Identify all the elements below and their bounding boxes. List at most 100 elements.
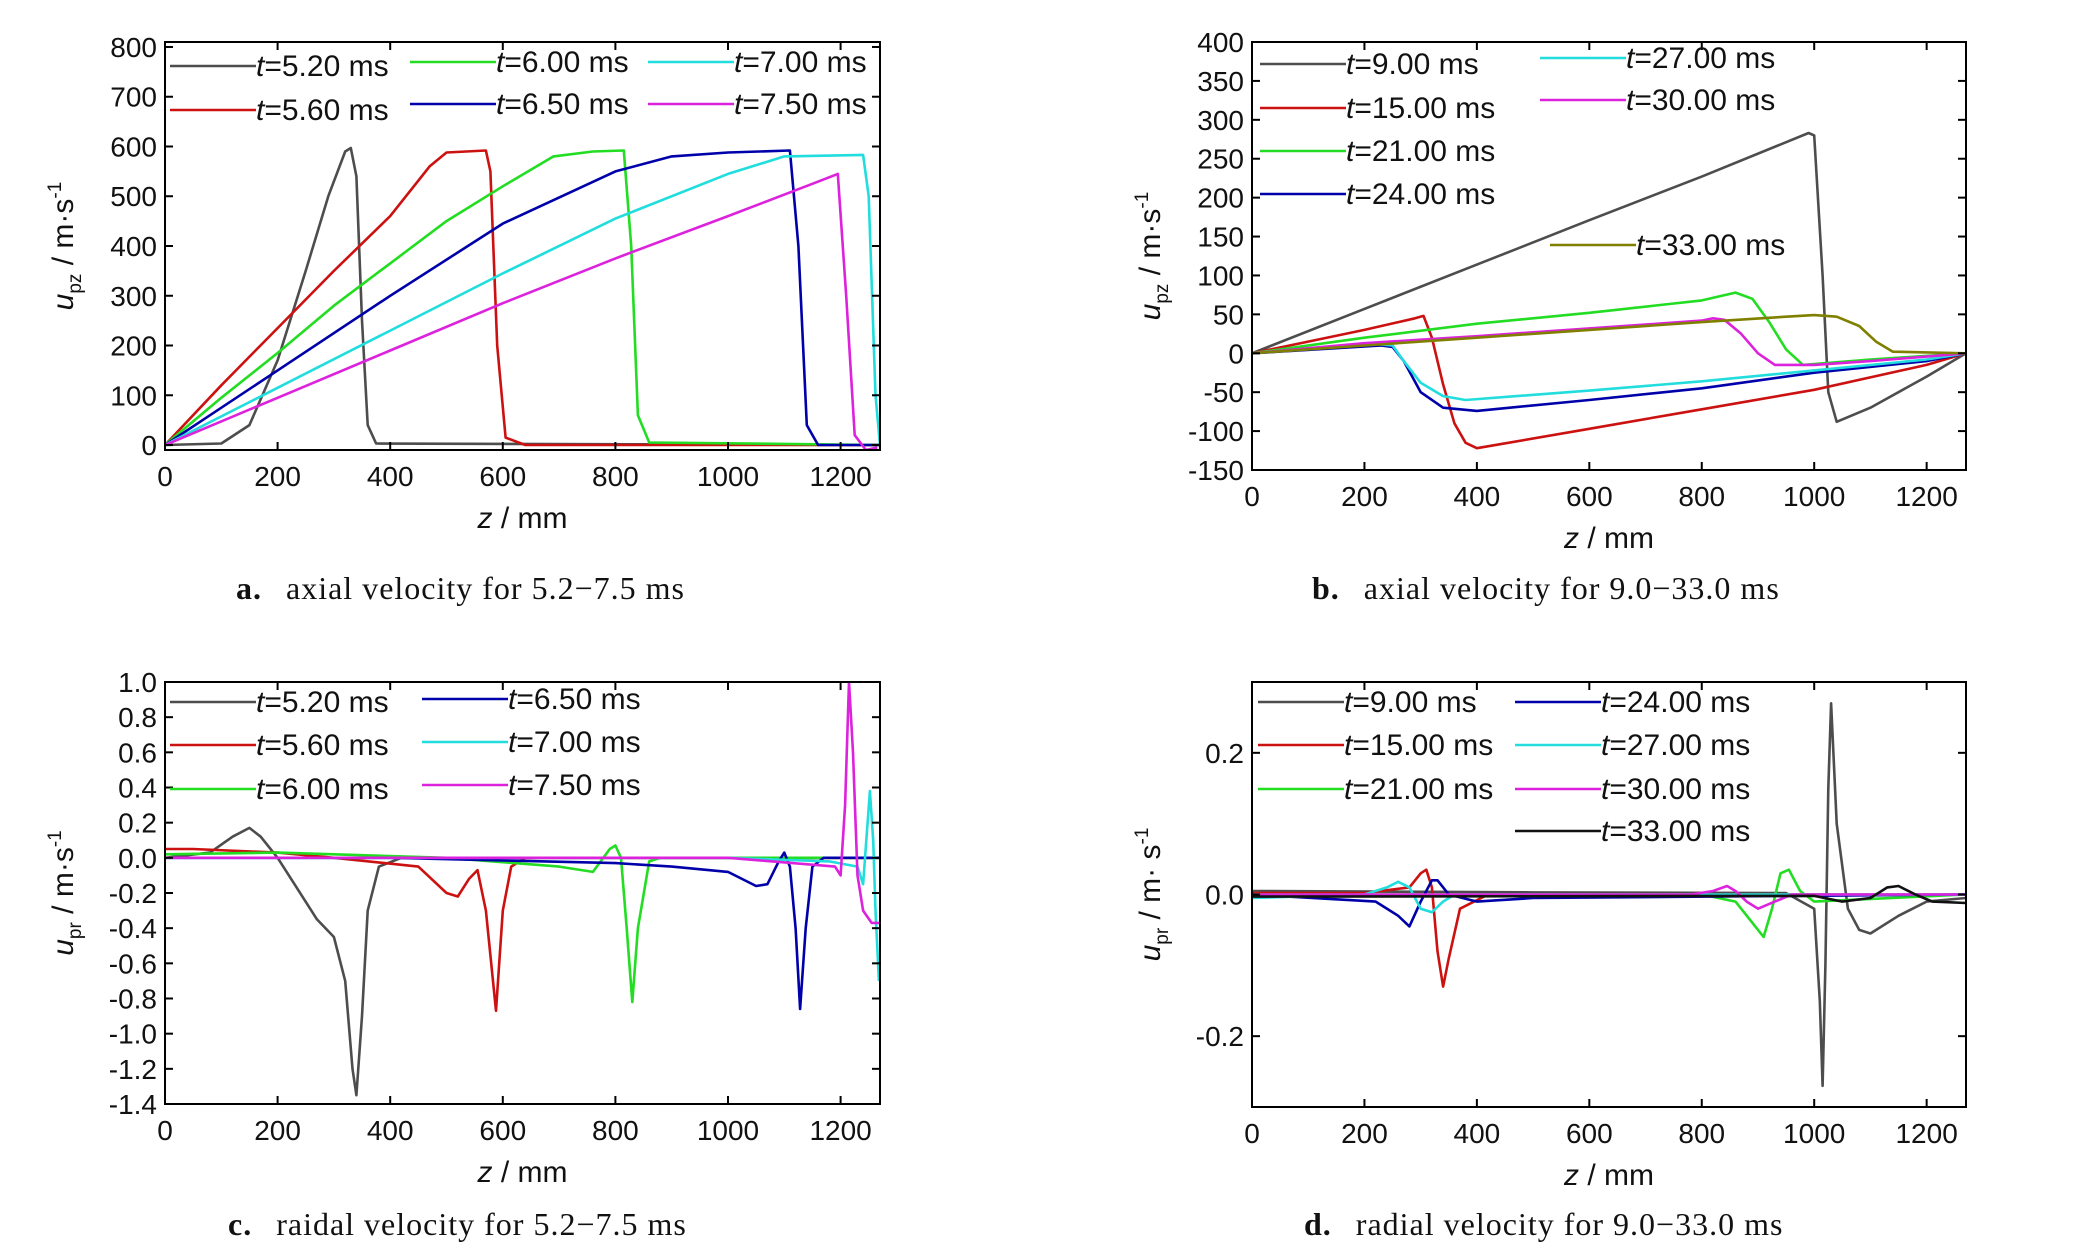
panel-d: 0 200 400 600 800 1000 1200 -0.2 0.0 0.2 z / mm upr… [1132, 681, 1967, 1192]
series-line-d-4 [1252, 880, 1966, 914]
caption-a: a. axial velocity for 5.2−7.5 ms [236, 570, 685, 607]
x-tick-label-a-6: 1200 [809, 461, 871, 492]
y-tick-label-b-11: 400 [1197, 27, 1244, 58]
y-tick-label-c-11: 0.8 [118, 702, 157, 733]
caption-text-a: axial velocity for 5.2−7.5 ms [286, 570, 685, 606]
caption-letter-a: a. [236, 570, 262, 606]
y-axis-label-a: upz / m·s-1 [45, 182, 86, 311]
y-tick-label-d-2: 0.2 [1205, 738, 1244, 769]
y-tick-label-c-7: 0.0 [118, 843, 157, 874]
x-tick-label-a-0: 0 [157, 461, 173, 492]
caption-letter-c: c. [228, 1206, 253, 1242]
y-tick-label-a-8: 800 [110, 32, 157, 63]
y-tick-label-b-10: 350 [1197, 66, 1244, 97]
series-line-c-2 [165, 844, 880, 1004]
series-line-c-5 [165, 682, 880, 925]
y-tick-label-b-4: 50 [1213, 299, 1244, 330]
y-tick-label-a-3: 300 [110, 281, 157, 312]
series-line-a-2 [165, 149, 880, 447]
legend-label-c-1: t=5.60 ms [256, 729, 389, 762]
series-line-d-6 [1252, 884, 1966, 905]
y-tick-label-a-6: 600 [110, 131, 157, 162]
y-tick-label-b-1: -100 [1188, 416, 1244, 447]
y-tick-label-c-3: -0.8 [109, 984, 157, 1015]
series-line-a-5 [165, 172, 878, 450]
legend-label-d-1: t=15.00 ms [1344, 729, 1493, 762]
panel-a: 0 200 400 600 800 1000 1200 0 100 200 300 400 500 600… [45, 32, 881, 535]
x-tick-label-d-0: 0 [1244, 1118, 1260, 1149]
y-tick-label-a-2: 200 [110, 331, 157, 362]
x-tick-label-c-6: 1200 [809, 1115, 871, 1146]
y-tick-label-b-5: 100 [1197, 260, 1244, 291]
x-tick-label-b-3: 600 [1566, 481, 1613, 512]
y-tick-label-d-0: -0.2 [1196, 1021, 1244, 1052]
legend-label-b-3: t=24.00 ms [1346, 178, 1495, 211]
series-line-d-1 [1252, 868, 1966, 988]
legend-label-d-5: t=30.00 ms [1601, 773, 1750, 806]
x-tick-label-d-6: 1200 [1895, 1118, 1957, 1149]
x-tick-label-b-6: 1200 [1895, 481, 1957, 512]
caption-text-c: raidal velocity for 5.2−7.5 ms [276, 1206, 687, 1242]
y-axis-label-b: upz / m·s-1 [1132, 192, 1173, 321]
legend-label-c-0: t=5.20 ms [256, 686, 389, 719]
y-tick-label-b-2: -50 [1204, 377, 1244, 408]
y-tick-label-a-5: 500 [110, 181, 157, 212]
x-tick-label-c-2: 400 [367, 1115, 414, 1146]
x-axis-label-b: z / mm [1563, 522, 1654, 555]
y-tick-label-a-0: 0 [141, 430, 157, 461]
y-tick-label-b-0: -150 [1188, 455, 1244, 486]
x-tick-label-b-5: 1000 [1783, 481, 1845, 512]
y-tick-label-c-4: -0.6 [109, 948, 157, 979]
x-tick-label-a-4: 800 [592, 461, 639, 492]
legend-label-c-4: t=7.00 ms [508, 726, 641, 759]
y-tick-label-c-8: 0.2 [118, 808, 157, 839]
series-line-a-4 [165, 153, 880, 447]
series-line-a-3 [165, 149, 880, 447]
legend-label-b-2: t=21.00 ms [1346, 135, 1495, 168]
y-tick-label-a-4: 400 [110, 231, 157, 262]
x-tick-label-c-5: 1000 [697, 1115, 759, 1146]
caption-text-b: axial velocity for 9.0−33.0 ms [1363, 570, 1780, 606]
x-tick-label-c-1: 200 [254, 1115, 301, 1146]
series-line-b-6 [1252, 313, 1966, 355]
series-line-b-1 [1252, 314, 1966, 450]
x-tick-label-c-0: 0 [157, 1115, 173, 1146]
legend-label-a-4: t=7.00 ms [734, 46, 867, 79]
y-tick-label-a-1: 100 [110, 380, 157, 411]
x-tick-label-b-2: 400 [1454, 481, 1501, 512]
legend-label-d-0: t=9.00 ms [1344, 686, 1477, 719]
legend-label-d-3: t=24.00 ms [1601, 686, 1750, 719]
y-tick-label-c-2: -1.0 [109, 1019, 157, 1050]
series-line-d-0 [1252, 702, 1966, 1088]
series-line-b-0 [1252, 131, 1966, 424]
series-line-b-3 [1252, 344, 1966, 413]
y-tick-label-c-0: -1.4 [109, 1089, 157, 1120]
y-tick-label-a-7: 700 [110, 82, 157, 113]
x-tick-label-d-5: 1000 [1783, 1118, 1845, 1149]
legend-label-a-1: t=5.60 ms [256, 94, 389, 127]
y-axis-label-c: upr / m·s-1 [45, 830, 86, 956]
y-tick-label-c-12: 1.0 [118, 667, 157, 698]
panel-b: 0 200 400 600 800 1000 1200 -150 -100 -50 0 50 100 15… [1132, 27, 1967, 555]
y-tick-label-b-8: 250 [1197, 144, 1244, 175]
series-line-c-3 [165, 851, 880, 1011]
x-tick-label-d-4: 800 [1678, 1118, 1725, 1149]
caption-d: d. radial velocity for 9.0−33.0 ms [1304, 1206, 1783, 1243]
legend-label-a-0: t=5.20 ms [256, 50, 389, 83]
x-tick-label-a-3: 600 [479, 461, 526, 492]
caption-letter-d: d. [1304, 1206, 1332, 1242]
plot-frame-b [1251, 41, 1967, 471]
y-tick-label-b-7: 200 [1197, 183, 1244, 214]
x-tick-label-b-4: 800 [1678, 481, 1725, 512]
y-tick-label-c-1: -1.2 [109, 1054, 157, 1085]
legend-label-c-3: t=6.50 ms [508, 683, 641, 716]
x-tick-label-a-2: 400 [367, 461, 414, 492]
legend-label-b-1: t=15.00 ms [1346, 92, 1495, 125]
y-tick-label-c-10: 0.6 [118, 737, 157, 768]
legend-label-b-0: t=9.00 ms [1346, 48, 1479, 81]
legend-label-b-4: t=27.00 ms [1626, 42, 1775, 75]
series-line-b-4 [1252, 342, 1966, 402]
legend-label-a-2: t=6.00 ms [496, 46, 629, 79]
x-tick-label-d-3: 600 [1566, 1118, 1613, 1149]
